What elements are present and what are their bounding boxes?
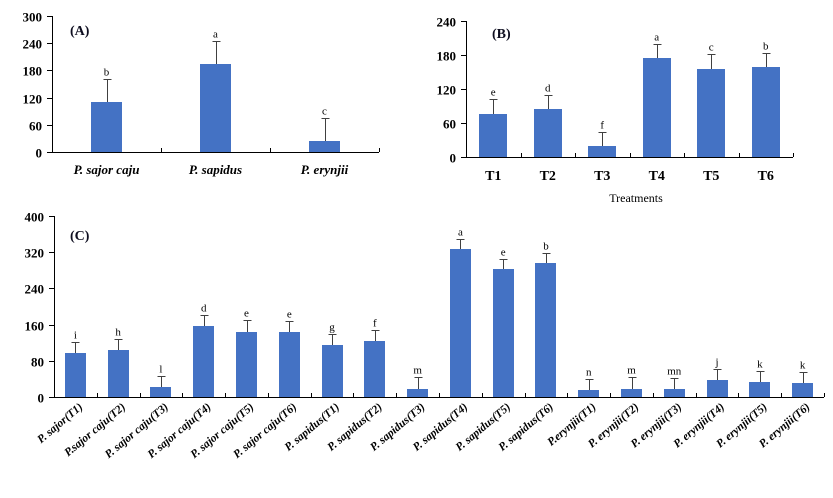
- y-tick-label: 180: [437, 49, 457, 64]
- panel-label: (A): [70, 24, 90, 39]
- y-tick-label: 320: [25, 246, 45, 261]
- x-axis-title: Treatments: [609, 191, 663, 205]
- category-label: T4: [649, 169, 665, 184]
- bar: [578, 390, 599, 397]
- y-tick-label: 60: [443, 117, 456, 132]
- bar: [707, 380, 728, 397]
- bar: [108, 350, 129, 397]
- bar: [309, 141, 340, 152]
- significance-label: h: [115, 327, 121, 339]
- bar: [450, 249, 471, 397]
- category-label: P. sapidus: [189, 162, 242, 177]
- y-tick-label: 240: [23, 37, 43, 52]
- panel-label: (C): [70, 229, 90, 244]
- bar: [91, 102, 122, 152]
- category-label: T1: [485, 169, 501, 184]
- significance-label: mn: [667, 366, 682, 378]
- bar: [535, 263, 556, 397]
- y-tick-label: 400: [25, 210, 45, 225]
- y-tick-label: 60: [29, 119, 42, 134]
- significance-label: a: [213, 29, 218, 41]
- y-tick-label: 0: [36, 146, 43, 161]
- y-tick-label: 300: [23, 10, 43, 25]
- bar: [193, 326, 214, 397]
- bar: [322, 345, 343, 397]
- y-tick-label: 160: [25, 319, 45, 334]
- significance-label: f: [373, 318, 377, 330]
- bar: [150, 387, 171, 397]
- significance-label: k: [800, 360, 806, 372]
- significance-label: b: [104, 67, 110, 79]
- significance-label: e: [491, 87, 496, 99]
- category-label: T5: [703, 169, 719, 184]
- bar: [752, 67, 780, 157]
- category-label: P. erynjii: [301, 162, 349, 177]
- significance-label: b: [543, 241, 549, 253]
- bar: [407, 389, 428, 397]
- bar: [236, 332, 257, 397]
- significance-label: a: [458, 227, 463, 239]
- category-label: P. sajor caju: [74, 162, 140, 177]
- significance-label: b: [763, 41, 769, 53]
- significance-label: j: [715, 357, 719, 369]
- y-tick-label: 240: [25, 282, 45, 297]
- significance-label: c: [322, 106, 327, 118]
- bar: [643, 58, 671, 157]
- y-tick-label: 180: [23, 64, 43, 79]
- panel-a: 0 60 120 180 240 300 b P. sajor caju a P. sapidus…: [23, 10, 380, 177]
- bar: [200, 64, 231, 152]
- significance-label: m: [627, 365, 636, 377]
- y-tick-label: 240: [437, 15, 457, 30]
- bar: [588, 146, 616, 157]
- bar: [65, 353, 86, 397]
- category-label: T3: [594, 169, 610, 184]
- significance-label: d: [545, 83, 551, 95]
- significance-label: e: [244, 308, 249, 320]
- significance-label: m: [413, 365, 422, 377]
- significance-label: e: [287, 309, 292, 321]
- significance-label: i: [74, 330, 77, 342]
- panel-b: 0 60 120 180 240 e T1 d T2 f T3 a T4 c T5 b T6 (B) Treatme…: [437, 15, 794, 205]
- bar: [792, 383, 813, 397]
- significance-label: f: [600, 120, 604, 132]
- bar: [279, 332, 300, 397]
- bar: [364, 341, 385, 397]
- bar: [534, 109, 562, 157]
- y-tick-label: 120: [23, 92, 43, 107]
- bar: [664, 389, 685, 397]
- bar: [749, 382, 770, 397]
- significance-label: c: [709, 42, 714, 54]
- y-tick-label: 120: [437, 83, 457, 98]
- y-tick-label: 0: [450, 151, 457, 166]
- category-label: T6: [758, 169, 774, 184]
- significance-label: n: [586, 367, 592, 379]
- bar: [479, 114, 507, 157]
- significance-label: e: [501, 247, 506, 259]
- significance-label: a: [654, 32, 659, 44]
- y-tick-label: 80: [31, 355, 44, 370]
- significance-label: l: [159, 364, 162, 376]
- significance-label: k: [757, 359, 763, 371]
- significance-label: d: [201, 303, 207, 315]
- bar: [697, 69, 725, 157]
- y-tick-label: 0: [38, 391, 45, 406]
- bar: [621, 389, 642, 397]
- bar: [493, 269, 514, 397]
- significance-label: g: [329, 322, 335, 334]
- category-label: T2: [540, 169, 556, 184]
- panel-label: (B): [492, 27, 511, 42]
